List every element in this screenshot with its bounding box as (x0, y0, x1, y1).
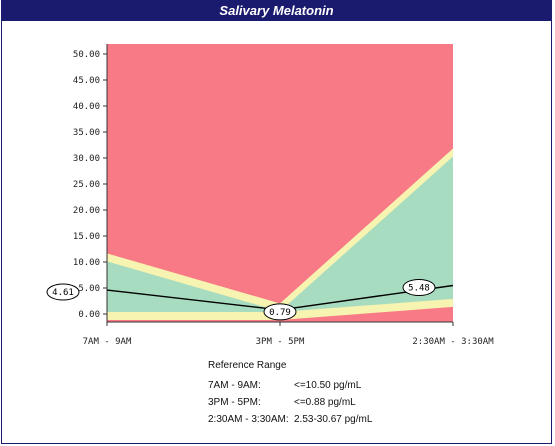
data-label: 4.61 (52, 288, 74, 298)
y-tick-label: 25.00 (73, 180, 100, 190)
reference-label: 3PM - 5PM: (208, 397, 261, 408)
data-label-bubble (402, 279, 436, 297)
y-tick-label: 15.00 (73, 232, 100, 242)
reference-range: Reference Range 7AM - 9AM: <=10.50 pg/mL … (208, 360, 372, 428)
reference-row: 7AM - 9AM: <=10.50 pg/mL (208, 377, 372, 394)
reference-band (107, 156, 453, 312)
y-tick-label: 50.00 (73, 50, 100, 60)
data-point-label: 4.61 (46, 283, 80, 301)
y-tick-label: 35.00 (73, 128, 100, 138)
x-tick-label: 3PM - 5PM (256, 337, 305, 347)
y-tick-label: 0.00 (78, 310, 100, 320)
y-tick-label: 5.00 (78, 284, 100, 294)
data-label: 5.48 (408, 284, 430, 294)
data-point-label: 5.48 (402, 279, 436, 297)
y-tick-label: 10.00 (73, 258, 100, 268)
y-tick-label: 30.00 (73, 154, 100, 164)
data-label-bubble (46, 283, 80, 301)
x-tick-label: 2:30AM - 3:30AM (412, 337, 494, 347)
reference-label: 7AM - 9AM: (208, 380, 261, 391)
data-label: 0.79 (269, 308, 291, 318)
data-point-label: 0.79 (263, 303, 297, 321)
reference-label: 2:30AM - 3:30AM: (208, 414, 289, 425)
reference-value: 2.53-30.67 pg/mL (294, 414, 373, 425)
data-label-bubble (263, 303, 297, 321)
y-tick-label: 45.00 (73, 76, 100, 86)
y-tick-label: 20.00 (73, 206, 100, 216)
reference-row: 2:30AM - 3:30AM: 2.53-30.67 pg/mL (208, 411, 372, 428)
reference-heading: Reference Range (208, 360, 287, 371)
x-tick-label: 7AM - 9AM (83, 337, 132, 347)
chart-title: Salivary Melatonin (2, 1, 551, 21)
reference-value: <=10.50 pg/mL (294, 380, 362, 391)
y-tick-label: 40.00 (73, 102, 100, 112)
reference-row: 3PM - 5PM: <=0.88 pg/mL (208, 394, 372, 411)
reference-value: <=0.88 pg/mL (294, 397, 356, 408)
